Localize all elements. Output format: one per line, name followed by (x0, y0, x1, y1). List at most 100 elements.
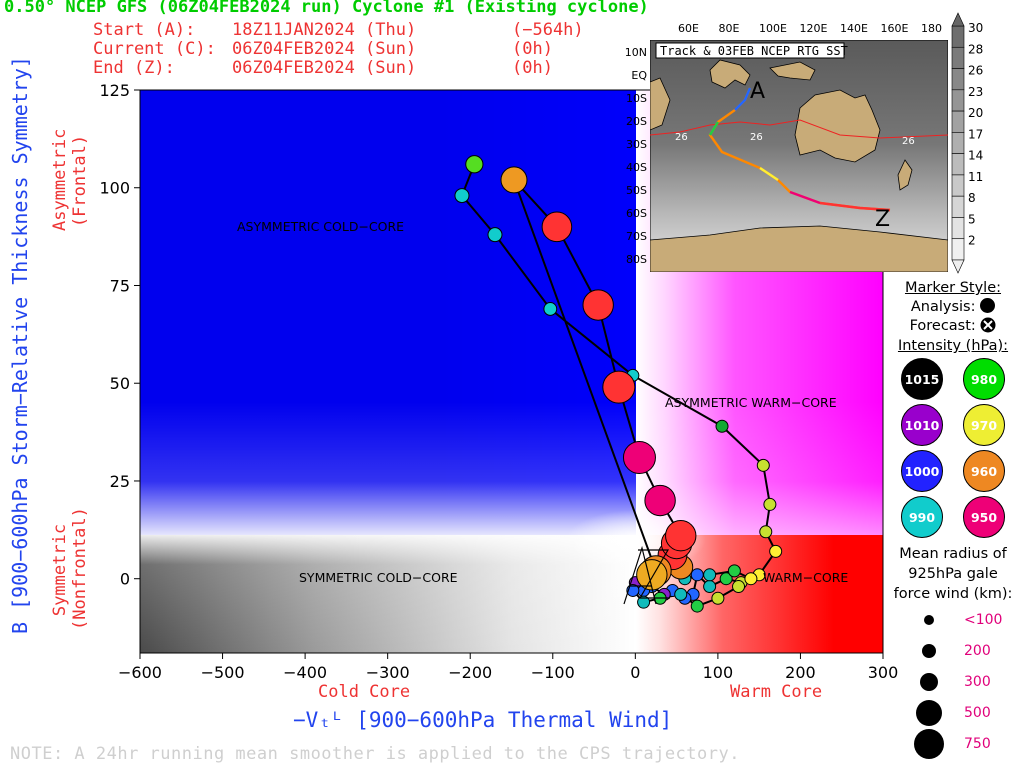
colorbar-label: 26 (968, 64, 983, 78)
analysis-marker-row: Analysis: (882, 298, 1024, 315)
radius-legend-row: <100 (900, 604, 1024, 635)
trajectory-point (644, 484, 676, 517)
trajectory-point (622, 441, 656, 475)
inset-lat-label: 10N (624, 46, 647, 59)
radius-dot (922, 643, 936, 658)
intensity-heading: Intensity (hPa): (897, 338, 1009, 354)
intensity-swatch: 980 (963, 358, 1005, 400)
trajectory-point (759, 525, 773, 539)
trajectory-point (637, 595, 651, 609)
region-asym-warm: ASYMMETRIC WARM−CORE (665, 395, 837, 410)
radius-legend: <100 200 300 500 750 (900, 604, 1024, 759)
radius-label: 300 (964, 673, 991, 690)
trajectory-point (541, 211, 573, 243)
x-tick-label: 300 (868, 663, 899, 682)
africa-land (649, 77, 671, 131)
australia-land (794, 89, 881, 163)
intensity-legend: 1015 980 1010 970 1000 960 990 950 (882, 358, 1024, 538)
radius-label: <100 (964, 611, 1003, 628)
nz-land (897, 159, 913, 191)
radius-dot (924, 614, 934, 625)
trajectory-point (454, 188, 470, 204)
intensity-swatch: 970 (963, 404, 1005, 446)
trajectory-point (727, 564, 741, 578)
inset-lat-axis: 10N EQ 10S 20S 30S 40S 50S 60S 70S 80S (615, 46, 649, 276)
y-tick-label: 75 (110, 276, 130, 295)
trajectory-point (763, 497, 777, 511)
colorbar-swatch (951, 89, 965, 112)
current-date: 06Z04FEB2024 (Sun) (232, 39, 417, 59)
inset-lon-label: 140E (840, 22, 868, 35)
inset-lat-label: 50S (626, 184, 647, 197)
x-tick-label: 0 (630, 663, 640, 682)
radius-dot (920, 672, 938, 691)
inset-lat-label: 30S (626, 138, 647, 151)
radius-legend-row: 300 (900, 666, 1024, 697)
marker-style-heading: Marker Style: (904, 280, 1002, 296)
colorbar-label: 30 (968, 21, 983, 35)
analysis-marker-icon (980, 298, 996, 313)
contour-label: 26 (750, 132, 763, 143)
trajectory-point (703, 580, 717, 594)
colorbar-swatch (951, 153, 965, 176)
y-tick-label: 125 (99, 81, 130, 100)
trajectory-point (703, 568, 717, 582)
x-cold-label: Cold Core (318, 682, 411, 702)
end-date: 06Z04FEB2024 (Sun) (232, 58, 417, 78)
colorbar-swatch (951, 132, 965, 154)
start-marker-a (623, 545, 657, 605)
x-tick-label: −400 (283, 663, 327, 682)
inset-lon-axis: 60E 80E 100E 120E 140E 160E 180 (678, 22, 948, 36)
inset-lon-label: 160E (880, 22, 909, 35)
current-label: Current (C): (93, 39, 216, 59)
asia-land (709, 59, 751, 89)
x-tick-label: 100 (703, 663, 734, 682)
trajectory-point (744, 572, 758, 586)
inset-lat-label: 70S (626, 230, 647, 243)
colorbar-label: 8 (968, 191, 976, 205)
inset-lon-label: 100E (759, 22, 787, 35)
colorbar-label: 11 (968, 170, 983, 184)
colorbar-label: 28 (968, 42, 983, 56)
inset-lat-label: 60S (626, 207, 647, 220)
y-tick-label: 50 (110, 374, 130, 393)
inset-lon-label: 180 (921, 22, 942, 35)
contour-label: 26 (675, 132, 688, 143)
x-tick-label: −600 (118, 663, 162, 682)
x-tick-label: −300 (366, 663, 410, 682)
trajectory-point (582, 289, 614, 321)
radius-legend-row: 500 (900, 697, 1024, 728)
y-tick-label: 0 (120, 570, 130, 589)
colorbar-swatch (951, 25, 965, 48)
inset-lat-label: 20S (626, 115, 647, 128)
trajectory-point (769, 544, 783, 558)
inset-lat-label: 40S (626, 161, 647, 174)
contour-label: 26 (902, 136, 915, 147)
trajectory-point (711, 591, 725, 605)
radius-label: 200 (964, 642, 991, 659)
trajectory-point (719, 572, 733, 586)
y-tick-label: 100 (99, 179, 130, 198)
inset-lon-label: 80E (718, 22, 740, 35)
radius-dot (914, 728, 944, 759)
colorbar-swatch (951, 46, 965, 69)
end-marker-z (638, 549, 670, 599)
radius-legend-row: 750 (900, 728, 1024, 759)
legend-panel: Marker Style: Analysis: Forecast: Intens… (882, 280, 1024, 759)
x-tick-label: −500 (201, 663, 245, 682)
trajectory-point (602, 370, 636, 404)
colorbar-bottom-arrow (951, 259, 965, 274)
colorbar-swatch (951, 110, 965, 133)
chart-title: 0.50° NCEP GFS (06Z04FEB2024 run) Cyclon… (4, 0, 649, 17)
end-label: End (Z): (93, 58, 175, 78)
colorbar-swatch (951, 217, 965, 240)
inset-lat-label: 80S (626, 253, 647, 266)
end-offset: (0h) (512, 58, 553, 78)
x-warm-label: Warm Core (730, 682, 823, 702)
radius-label: 750 (964, 735, 991, 752)
start-date: 18Z11JAN2024 (Thu) (232, 20, 417, 40)
forecast-marker-icon (980, 317, 996, 333)
trajectory-point (715, 419, 729, 433)
radius-legend-row: 200 (900, 635, 1024, 666)
radius-label: 500 (964, 704, 991, 721)
